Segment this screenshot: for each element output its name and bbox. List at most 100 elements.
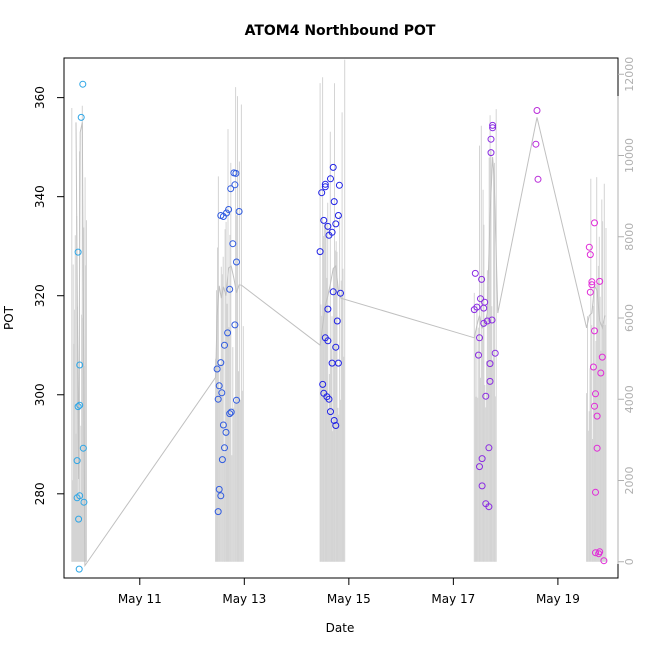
- data-point: [217, 492, 225, 500]
- data-point: [217, 359, 225, 367]
- y2-tick-label: 4000: [623, 385, 636, 413]
- data-point: [215, 382, 223, 390]
- data-point: [327, 408, 334, 416]
- data-point: [321, 183, 329, 191]
- y-tick-label: 320: [33, 284, 47, 307]
- data-point: [585, 243, 593, 251]
- data-point: [471, 269, 479, 277]
- data-point: [224, 329, 232, 337]
- data-point: [324, 222, 332, 230]
- data-point: [485, 444, 493, 452]
- data-point: [473, 303, 481, 311]
- x-axis: May 11 May 13 May 15 May 17 May 19: [118, 577, 580, 606]
- y2-tick-label: 12000: [623, 57, 636, 92]
- data-point: [221, 341, 228, 349]
- data-point: [223, 209, 230, 217]
- data-point: [332, 220, 340, 228]
- data-point: [213, 365, 221, 373]
- data-point: [226, 285, 234, 293]
- data-point: [476, 463, 483, 471]
- data-point: [333, 317, 341, 325]
- data-point: [481, 298, 489, 306]
- data-point: [74, 248, 82, 256]
- data-point: [233, 258, 240, 266]
- points-group: [73, 80, 608, 573]
- trend-line: [75, 117, 606, 568]
- data-point: [486, 360, 494, 368]
- data-point: [592, 488, 599, 496]
- data-point: [76, 401, 84, 409]
- data-point: [79, 444, 87, 452]
- data-point: [591, 327, 598, 335]
- y2-tick-label: 0: [623, 558, 636, 565]
- data-point: [330, 198, 338, 206]
- data-point: [591, 402, 598, 410]
- data-point: [532, 140, 540, 148]
- data-point: [596, 548, 604, 556]
- data-point: [77, 113, 85, 121]
- data-point: [478, 455, 486, 463]
- data-point: [75, 565, 83, 573]
- y2-tick-label: 6000: [623, 304, 636, 332]
- data-point: [221, 444, 228, 452]
- data-point: [319, 380, 327, 388]
- data-point: [589, 363, 597, 371]
- data-point: [483, 317, 491, 325]
- data-point: [533, 107, 541, 114]
- background-bars: [71, 59, 607, 562]
- data-point: [76, 361, 84, 369]
- x-tick-label: May 17: [431, 592, 475, 606]
- data-point: [485, 503, 493, 511]
- x-tick-label: May 19: [536, 592, 580, 606]
- data-point: [489, 124, 497, 132]
- data-point: [586, 288, 594, 296]
- data-point: [229, 240, 237, 248]
- data-point: [588, 278, 596, 286]
- y-tick-label: 280: [33, 482, 47, 505]
- data-point: [318, 189, 326, 197]
- x-tick-label: May 11: [118, 592, 162, 606]
- data-point: [232, 169, 240, 177]
- data-point: [79, 80, 87, 88]
- data-point: [219, 421, 227, 429]
- data-point: [231, 321, 239, 329]
- data-point: [337, 289, 344, 297]
- data-point: [597, 369, 605, 377]
- data-point: [227, 408, 235, 416]
- data-point: [76, 492, 84, 500]
- y-axis: 280 300 320 340 360: [33, 86, 65, 505]
- data-point: [480, 319, 488, 327]
- data-point: [534, 175, 542, 183]
- data-point: [226, 410, 234, 418]
- data-point: [591, 219, 598, 227]
- x-tick-label: May 13: [222, 592, 266, 606]
- data-point: [600, 557, 608, 565]
- trend-line-group: [75, 117, 606, 568]
- data-point: [218, 456, 226, 464]
- data-point: [324, 305, 332, 313]
- data-point: [214, 508, 222, 516]
- data-point: [475, 351, 482, 359]
- data-point: [335, 181, 343, 189]
- data-point: [231, 181, 239, 189]
- data-point: [321, 180, 329, 188]
- data-point: [217, 212, 225, 219]
- data-point: [222, 428, 230, 436]
- data-point: [487, 149, 495, 157]
- data-point: [482, 392, 490, 400]
- data-point: [225, 206, 233, 213]
- data-point: [218, 389, 226, 397]
- chart-title: ATOM4 Northbound POT: [245, 23, 436, 39]
- data-point: [330, 417, 338, 424]
- x-axis-label: Date: [326, 621, 355, 635]
- data-point: [488, 316, 496, 324]
- data-point: [233, 396, 240, 404]
- y-axis-label: POT: [2, 305, 16, 330]
- data-point: [227, 185, 235, 193]
- data-point: [489, 121, 497, 129]
- x-tick-label: May 15: [327, 592, 371, 606]
- data-point: [491, 349, 499, 357]
- data-point: [334, 212, 342, 219]
- data-point: [477, 295, 484, 303]
